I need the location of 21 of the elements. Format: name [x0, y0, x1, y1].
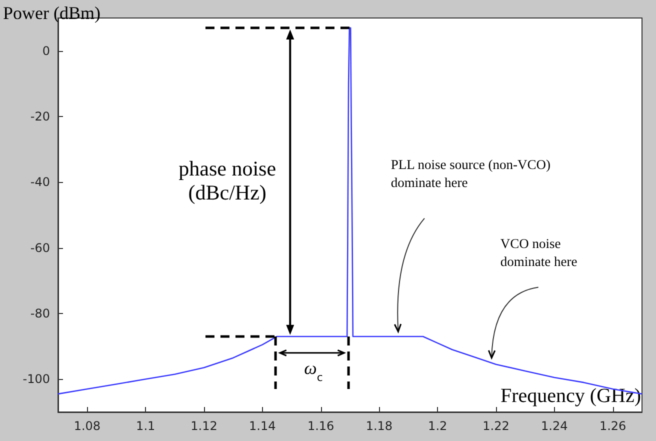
x-tick-label: 1.14 — [249, 419, 276, 433]
x-tick-label: 1.12 — [190, 419, 218, 433]
x-tick-label: 1.22 — [482, 419, 510, 433]
x-tick-label: 1.26 — [599, 419, 626, 433]
y-tick-label: -40 — [30, 175, 50, 190]
y-tick-label: -60 — [30, 240, 50, 255]
x-tick-label: 1.1 — [136, 419, 156, 433]
annotation: phase noise (dBc/Hz) — [178, 156, 276, 205]
x-tick-label: 1.2 — [428, 419, 448, 433]
y-tick-label: -100 — [22, 372, 50, 386]
x-tick-label: 1.16 — [307, 419, 334, 433]
x-axis-title: Frequency (GHz) — [500, 385, 641, 407]
annotation: VCO noise dominate here — [500, 236, 578, 269]
annotation: ω$_{c}$ — [304, 358, 323, 384]
x-tick-label: 1.08 — [74, 419, 101, 433]
annotation: PLL noise source (non-VCO) dominate here — [390, 157, 550, 190]
x-tick-label: 1.18 — [366, 419, 393, 433]
y-tick-label: -80 — [30, 306, 50, 320]
y-tick-label: -20 — [30, 110, 50, 124]
y-tick-label: 0 — [42, 44, 50, 58]
x-tick-label: 1.24 — [541, 419, 568, 433]
